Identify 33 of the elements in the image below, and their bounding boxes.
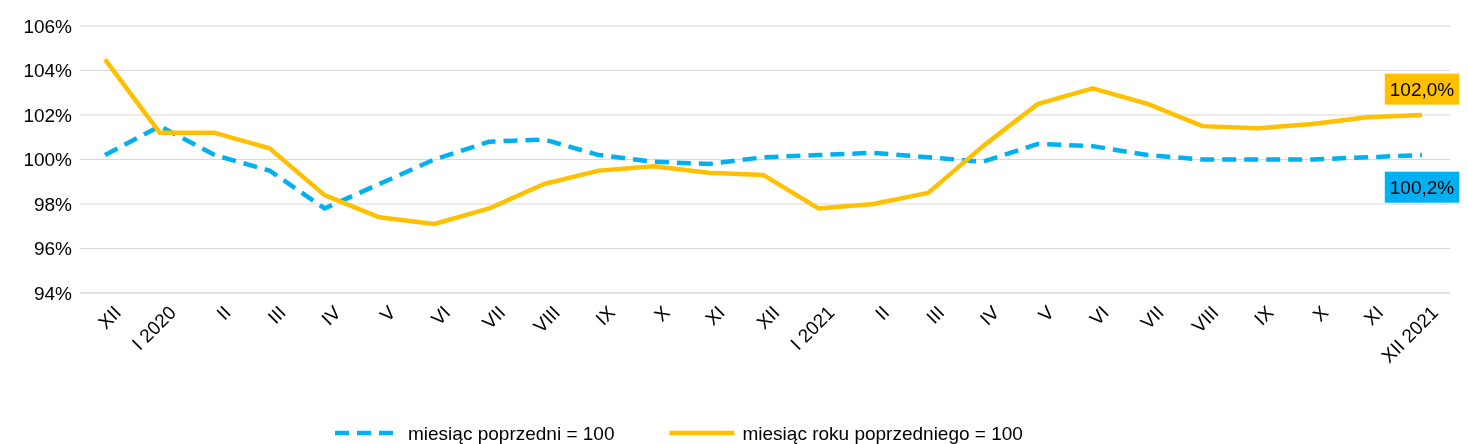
x-tick-label: VI	[426, 301, 455, 330]
legend-label: miesiąc poprzedni = 100	[408, 422, 615, 444]
y-tick-label: 94%	[33, 282, 73, 304]
x-tick-label: IX	[591, 301, 620, 330]
x-tick-label: X	[1308, 301, 1333, 326]
x-tick-label: III	[263, 301, 290, 328]
x-tick-label: V	[375, 301, 400, 326]
x-tick-label: III	[922, 301, 949, 328]
x-tick-label: IX	[1250, 301, 1278, 330]
x-tick-label: XII	[752, 301, 784, 334]
x-tick-label: VIII	[529, 301, 565, 337]
x-tick-label: X	[650, 301, 675, 326]
legend-label: miesiąc roku poprzedniego = 100	[742, 422, 1023, 444]
y-tick-label: 98%	[33, 193, 73, 215]
y-tick-label: 106%	[23, 15, 73, 37]
x-tick-label: VIII	[1187, 301, 1223, 337]
x-tick-label: II	[871, 301, 894, 325]
annotation: 102,0%	[1389, 78, 1455, 100]
x-tick-label: XI	[1359, 301, 1388, 330]
y-tick-label: 96%	[33, 238, 73, 260]
annotation: 100,2%	[1389, 176, 1455, 198]
x-tick-label: VII	[478, 301, 510, 334]
x-tick-label: VII	[1136, 301, 1168, 334]
x-tick-label: XII	[93, 301, 126, 334]
y-tick-label: 100%	[23, 149, 73, 171]
y-tick-label: 102%	[23, 104, 73, 126]
y-tick-label: 104%	[23, 60, 73, 82]
x-tick-label: IV	[975, 301, 1004, 330]
x-tick-label: IV	[317, 301, 345, 330]
x-tick-label: II	[212, 301, 235, 325]
x-tick-label: VI	[1085, 301, 1113, 330]
x-tick-label: V	[1034, 301, 1059, 326]
x-tick-label: XI	[701, 301, 729, 330]
